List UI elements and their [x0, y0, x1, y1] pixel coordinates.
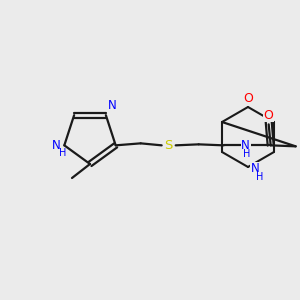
- Text: O: O: [243, 92, 253, 105]
- Text: O: O: [264, 109, 274, 122]
- Text: H: H: [58, 148, 66, 158]
- Text: N: N: [241, 139, 250, 152]
- Text: N: N: [108, 99, 117, 112]
- Text: N: N: [251, 163, 260, 176]
- Text: S: S: [164, 139, 173, 152]
- Text: N: N: [52, 139, 60, 152]
- Text: H: H: [256, 172, 264, 182]
- Text: H: H: [243, 149, 250, 159]
